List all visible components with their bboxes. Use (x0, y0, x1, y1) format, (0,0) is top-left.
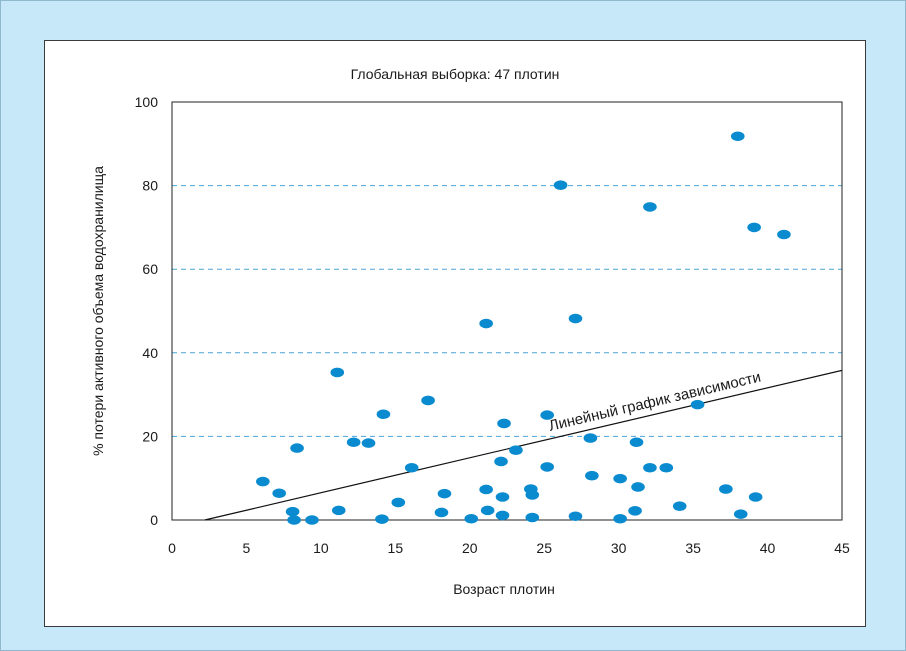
data-point (631, 482, 645, 492)
x-tick-label: 0 (168, 540, 176, 556)
data-point (497, 418, 511, 429)
data-point (480, 505, 495, 516)
x-tick-label: 40 (760, 540, 776, 556)
data-point (643, 202, 657, 212)
x-tick-label: 45 (834, 540, 850, 556)
scatter-chart: Глобальная выборка: 47 плотин 0 20 40 60 80 1… (90, 66, 850, 597)
data-point (361, 438, 376, 448)
x-tick-label: 20 (462, 540, 478, 556)
y-tick-label: 80 (142, 178, 158, 194)
x-tick-label: 35 (685, 540, 701, 556)
y-axis-label: % потери активного объема водохранилища (90, 166, 106, 456)
data-point (748, 492, 763, 502)
data-point (437, 488, 452, 499)
data-point (613, 513, 627, 524)
data-point (346, 437, 361, 448)
data-point (421, 395, 435, 406)
data-point (305, 515, 319, 525)
data-point (290, 443, 304, 453)
data-point (540, 462, 554, 472)
data-point (331, 505, 346, 516)
grid-lines (172, 185, 842, 437)
data-point (613, 473, 627, 484)
data-point (495, 492, 510, 502)
data-point (730, 131, 745, 142)
x-tick-label: 30 (611, 540, 627, 556)
data-point (272, 488, 286, 499)
data-point (719, 484, 733, 494)
data-point (525, 490, 540, 500)
x-tick-label: 15 (388, 540, 404, 556)
plot-border (171, 101, 843, 521)
chart-panel: Глобальная выборка: 47 плотин 0 20 40 60 80 1… (44, 40, 866, 627)
y-tick-label: 40 (142, 345, 158, 361)
data-points (256, 131, 791, 525)
data-point (404, 462, 419, 473)
y-tick-label: 0 (150, 512, 158, 528)
data-point (495, 510, 510, 521)
data-point (479, 318, 493, 329)
data-point (509, 445, 523, 455)
x-axis-ticks: 0 5 10 15 20 25 30 35 40 45 (168, 540, 850, 556)
y-tick-label: 60 (142, 261, 158, 277)
data-point (464, 513, 479, 524)
trend-line-label: Линейный график зависимости (547, 369, 762, 435)
data-point (375, 514, 389, 524)
x-tick-label: 25 (536, 540, 552, 556)
y-tick-label: 20 (142, 428, 158, 444)
trend-line (204, 369, 843, 521)
data-point (628, 506, 642, 516)
data-point (479, 484, 493, 495)
x-tick-label: 5 (243, 540, 251, 556)
data-point (672, 501, 687, 512)
chart-title: Глобальная выборка: 47 плотин (351, 66, 560, 82)
data-point (583, 433, 598, 443)
data-point (553, 180, 568, 190)
data-point (659, 462, 674, 473)
data-point (585, 470, 599, 481)
data-point (256, 476, 270, 487)
data-point (643, 462, 657, 473)
data-point (330, 367, 345, 378)
data-point (733, 509, 748, 519)
x-axis-label: Возраст плотин (453, 581, 555, 597)
data-point (434, 507, 449, 518)
data-point (629, 437, 644, 448)
data-point (777, 229, 791, 240)
y-tick-label: 100 (135, 94, 159, 110)
y-axis-ticks: 0 20 40 60 80 100 (135, 94, 159, 528)
data-point (568, 511, 583, 522)
data-point (540, 410, 554, 420)
data-point (376, 409, 391, 420)
data-point (494, 456, 508, 467)
data-point (690, 399, 705, 410)
data-point (568, 313, 583, 324)
data-point (285, 506, 300, 517)
data-point (391, 497, 406, 508)
x-tick-label: 10 (313, 540, 329, 556)
data-point (287, 515, 301, 525)
data-point (525, 512, 540, 523)
data-point (747, 222, 761, 233)
